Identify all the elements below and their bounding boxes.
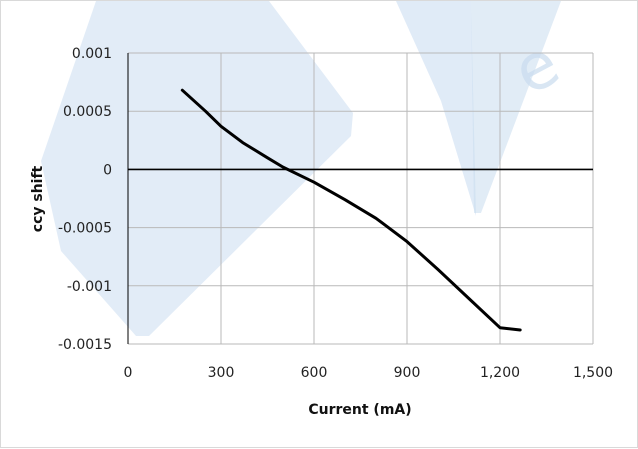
x-tick-label: 600 (301, 365, 328, 381)
series-group (180, 88, 522, 332)
series-line (180, 88, 522, 332)
y-tick-label: -0.0005 (58, 221, 112, 237)
watermark-shape-left (41, 1, 353, 336)
x-axis-title: Current (mA) (308, 402, 411, 418)
vertical-gridlines (220, 53, 594, 344)
x-tick-labels: 0 300 600 900 1,200 1,500 (124, 365, 614, 381)
x-tick-label: 0 (124, 365, 133, 381)
y-tick-label: 0.001 (72, 46, 112, 62)
x-tick-label: 1,500 (573, 365, 613, 381)
y-tick-label: -0.001 (67, 279, 112, 295)
y-tick-label: 0 (103, 162, 112, 178)
axes (127, 53, 593, 344)
x-tick-label: 300 (208, 365, 235, 381)
horizontal-gridlines (128, 52, 593, 345)
watermark-shape-middle (396, 1, 476, 216)
x-tick-label: 900 (394, 365, 421, 381)
y-tick-label: -0.0015 (58, 337, 112, 353)
x-tick-label: 1,200 (480, 365, 520, 381)
y-tick-labels: 0.001 0.0005 0 -0.0005 -0.001 -0.0015 (58, 46, 112, 353)
watermark-shape-diagonal (471, 1, 561, 213)
y-axis-title: ccy shift (30, 165, 46, 232)
y-tick-label: 0.0005 (63, 104, 112, 120)
